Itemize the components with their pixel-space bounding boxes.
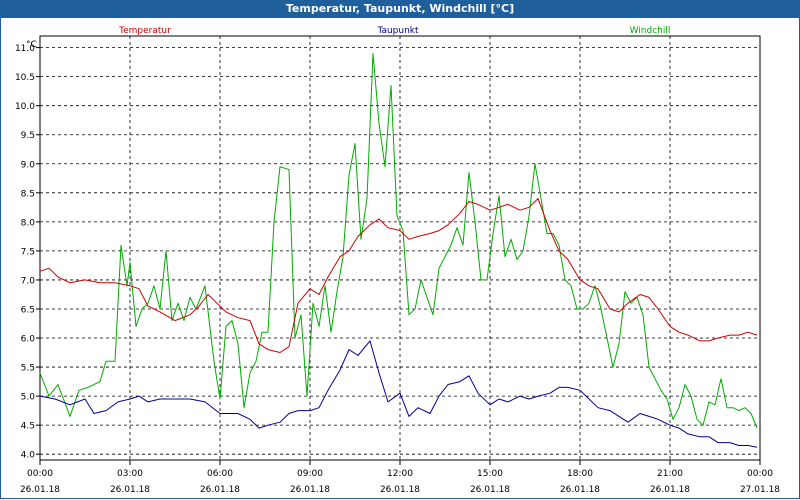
y-tick-label: 4.0	[21, 451, 36, 461]
series-lines	[39, 52, 758, 448]
x-tick-date-label: 26.01.18	[650, 485, 690, 495]
y-tick-label: 4.5	[21, 422, 35, 432]
legend-item-taupunkt: Taupunkt	[376, 26, 419, 36]
x-tick-date-label: 27.01.18	[740, 485, 780, 495]
y-tick-label: 5.0	[21, 393, 36, 403]
x-tick-time-label: 03:00	[117, 469, 143, 479]
series-line-temperatur	[39, 198, 758, 353]
y-tick-label: 10.0	[15, 102, 35, 112]
y-tick-label: 8.5	[21, 189, 35, 199]
y-tick-label: 5.5	[21, 364, 35, 374]
y-tick-label: 6.0	[21, 335, 36, 345]
y-tick-label: 6.5	[21, 305, 35, 315]
x-tick-time-label: 06:00	[207, 469, 233, 479]
x-tick-time-label: 09:00	[297, 469, 323, 479]
legend: Temperatur Taupunkt Windchill	[118, 26, 670, 36]
x-tick-date-label: 26.01.18	[290, 485, 330, 495]
y-tick-label: 11.0	[15, 44, 35, 54]
x-tick-date-label: 26.01.18	[470, 485, 510, 495]
x-tick-date-label: 26.01.18	[200, 485, 240, 495]
x-tick-date-label: 26.01.18	[110, 485, 150, 495]
y-tick-label: 7.5	[21, 247, 35, 257]
y-tick-label: 8.0	[21, 218, 36, 228]
x-tick-date-label: 26.01.18	[560, 485, 600, 495]
x-axis: 00:00 26.01.18 03:00 26.01.18 06:00 26.01.18 0…	[20, 460, 780, 495]
y-tick-label: 10.5	[15, 73, 35, 83]
legend-item-windchill: Windchill	[630, 26, 671, 36]
y-axis-unit-label: °C	[26, 40, 37, 50]
series-line-windchill	[39, 52, 758, 429]
y-tick-label: 9.0	[21, 160, 36, 170]
x-tick-date-label: 26.01.18	[20, 485, 60, 495]
x-tick-date-label: 26.01.18	[380, 485, 420, 495]
chart-title: Temperatur, Taupunkt, Windchill [°C]	[0, 0, 800, 18]
x-tick-time-label: 21:00	[657, 469, 683, 479]
x-tick-time-label: 18:00	[567, 469, 593, 479]
x-tick-time-label: 00:00	[747, 469, 773, 479]
x-tick-time-label: 00:00	[27, 469, 53, 479]
x-tick-time-label: 15:00	[477, 469, 503, 479]
series-line-taupunkt	[39, 340, 758, 448]
legend-item-temperatur: Temperatur	[118, 26, 171, 36]
y-axis: 4.0 4.5 5.0 5.5 6.0 6.5 7.0 7.5 8.0 8.5 9.0 9.5 10.0…	[15, 40, 40, 461]
y-tick-label: 7.0	[21, 276, 36, 286]
y-tick-label: 9.5	[21, 131, 35, 141]
x-tick-time-label: 12:00	[387, 469, 413, 479]
